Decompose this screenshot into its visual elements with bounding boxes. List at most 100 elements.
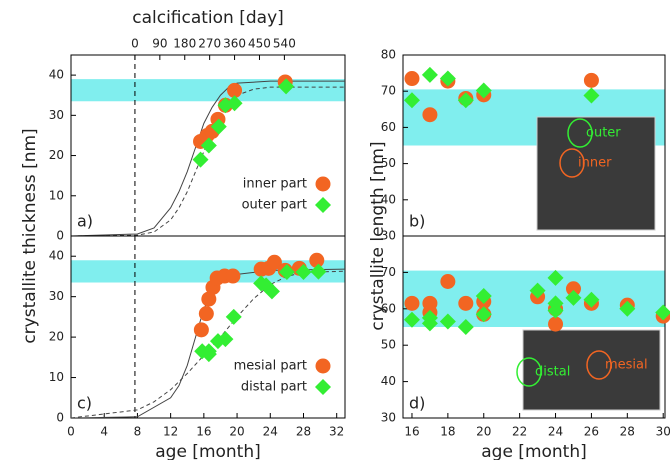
point bbox=[263, 283, 280, 300]
point bbox=[404, 71, 420, 87]
point bbox=[422, 107, 438, 123]
y-tick-label: 40 bbox=[49, 68, 64, 82]
y-tick-label: 70 bbox=[381, 84, 396, 98]
x-tick-label: 20 bbox=[476, 425, 491, 439]
point bbox=[404, 295, 420, 311]
panel-label: d) bbox=[409, 394, 425, 413]
y-tick-label: 20 bbox=[49, 330, 64, 344]
point bbox=[278, 263, 295, 280]
annotation-outline bbox=[567, 118, 593, 148]
x2-tick-label: 270 bbox=[198, 37, 221, 51]
point bbox=[421, 315, 438, 332]
annotation-outline bbox=[559, 148, 585, 178]
y-tick-label: 50 bbox=[381, 338, 396, 352]
x-tick-label: 12 bbox=[163, 425, 178, 439]
y-axis-label: crystallite length [nm] bbox=[368, 141, 388, 330]
point bbox=[192, 151, 209, 168]
x-tick-label: 22 bbox=[512, 425, 527, 439]
x-tick-label: 16 bbox=[196, 425, 211, 439]
point bbox=[200, 137, 217, 154]
x-tick-label: 0 bbox=[67, 425, 75, 439]
y-tick-label: 10 bbox=[49, 188, 64, 202]
y-tick-label: 40 bbox=[49, 249, 64, 263]
point bbox=[266, 254, 282, 270]
point bbox=[421, 66, 438, 83]
point bbox=[295, 263, 312, 280]
panel-label: b) bbox=[409, 212, 425, 231]
x-tick-label: 20 bbox=[229, 425, 244, 439]
x2-tick-label: 360 bbox=[223, 37, 246, 51]
point bbox=[193, 322, 209, 338]
inset-photo bbox=[522, 329, 661, 411]
point bbox=[201, 291, 217, 307]
fit-curve bbox=[71, 80, 345, 236]
y-tick-label: 30 bbox=[49, 289, 64, 303]
x-tick-label: 28 bbox=[296, 425, 311, 439]
x-tick-label: 4 bbox=[100, 425, 108, 439]
point bbox=[227, 82, 243, 98]
point bbox=[403, 92, 420, 109]
x-tick-label: 26 bbox=[584, 425, 599, 439]
y-tick-label: 30 bbox=[49, 108, 64, 122]
fit-curve bbox=[71, 86, 345, 236]
point bbox=[583, 72, 599, 88]
x-tick-label: 30 bbox=[656, 425, 670, 439]
annotation: mesial bbox=[605, 358, 648, 373]
y-tick-label: 40 bbox=[381, 192, 396, 206]
point bbox=[547, 269, 564, 286]
point bbox=[225, 268, 241, 284]
plot-frame bbox=[70, 235, 346, 419]
y-tick-label: 0 bbox=[56, 411, 64, 425]
y-tick-label: 80 bbox=[381, 48, 396, 62]
point bbox=[225, 308, 242, 325]
y-tick-label: 50 bbox=[381, 156, 396, 170]
point bbox=[619, 300, 636, 317]
point bbox=[439, 70, 456, 87]
band bbox=[71, 79, 345, 102]
y-tick-label: 70 bbox=[381, 265, 396, 279]
point bbox=[226, 95, 243, 112]
legend-label: outer part bbox=[242, 198, 307, 213]
x-axis-label: age [month] bbox=[155, 442, 261, 460]
point bbox=[200, 346, 217, 363]
point bbox=[475, 288, 492, 305]
panel-label: c) bbox=[77, 394, 92, 413]
point bbox=[403, 311, 420, 328]
point bbox=[458, 295, 474, 311]
point bbox=[198, 306, 214, 322]
x2-tick-label: 90 bbox=[152, 37, 167, 51]
x-tick-label: 16 bbox=[404, 425, 419, 439]
y-tick-label: 40 bbox=[381, 374, 396, 388]
point bbox=[548, 316, 564, 332]
point bbox=[210, 118, 227, 135]
x2-tick-label: 450 bbox=[248, 37, 271, 51]
legend-label: mesial part bbox=[234, 359, 307, 374]
annotation: distal bbox=[535, 365, 570, 380]
point bbox=[278, 78, 295, 95]
point bbox=[217, 331, 234, 348]
x2-tick-label: 180 bbox=[173, 37, 196, 51]
x2-tick-label: 0 bbox=[131, 37, 139, 51]
point bbox=[309, 252, 325, 268]
point bbox=[565, 281, 581, 297]
y-tick-label: 10 bbox=[49, 370, 64, 384]
x-tick-label: 24 bbox=[263, 425, 278, 439]
point bbox=[457, 92, 474, 109]
point bbox=[529, 282, 546, 299]
point bbox=[310, 263, 327, 280]
point bbox=[583, 291, 600, 308]
legend-marker bbox=[315, 358, 331, 374]
annotation-outline bbox=[516, 357, 542, 387]
point bbox=[457, 319, 474, 335]
y-axis-label: crystallite thickness [nm] bbox=[20, 128, 40, 343]
y-tick-label: 30 bbox=[381, 229, 396, 243]
x-tick-label: 24 bbox=[548, 425, 563, 439]
point bbox=[565, 289, 582, 306]
point bbox=[475, 82, 492, 99]
y-tick-label: 30 bbox=[381, 411, 396, 425]
legend-marker bbox=[315, 197, 331, 213]
y-tick-label: 60 bbox=[381, 120, 396, 134]
x-tick-label: 18 bbox=[440, 425, 455, 439]
x-axis-label: age [month] bbox=[481, 442, 587, 460]
